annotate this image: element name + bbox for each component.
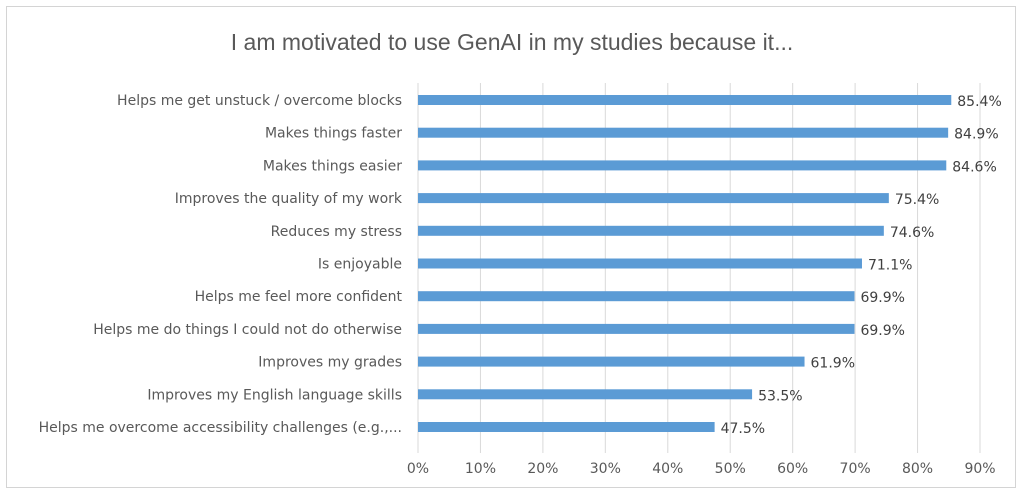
chart-frame: I am motivated to use GenAI in my studie…	[6, 6, 1016, 488]
category-label: Makes things faster	[265, 126, 402, 142]
data-label: 47.5%	[721, 421, 765, 437]
x-tick-label: 50%	[715, 461, 746, 477]
bar	[418, 127, 949, 138]
x-tick-label: 40%	[652, 461, 683, 477]
data-label: 53.5%	[758, 388, 802, 404]
x-tick-label: 80%	[902, 461, 933, 477]
chart-title: I am motivated to use GenAI in my studie…	[231, 29, 794, 55]
bar	[418, 225, 884, 236]
data-label: 71.1%	[868, 258, 912, 274]
x-tick-label: 60%	[777, 461, 808, 477]
x-tick-label: 90%	[964, 461, 995, 477]
x-tick-label: 70%	[840, 461, 871, 477]
data-labels: 85.4% 84.9% 84.6% 75.4% 74.6% 71.1% 69.9% 69.9%…	[721, 94, 1002, 437]
data-label: 69.9%	[860, 323, 904, 339]
data-label: 84.6%	[952, 159, 996, 175]
data-label: 85.4%	[957, 94, 1001, 110]
category-label: Improves my English language skills	[147, 387, 402, 403]
bar	[418, 422, 715, 432]
category-label: Helps me feel more confident	[195, 289, 403, 305]
data-label: 74.6%	[890, 225, 934, 241]
category-label: Makes things easier	[263, 158, 402, 174]
bar	[418, 291, 855, 302]
data-label: 75.4%	[895, 192, 939, 208]
category-labels: Helps me get unstuck / overcome blocks Ma…	[39, 93, 403, 436]
category-label: Is enjoyable	[318, 257, 402, 273]
x-tick-label: 0%	[407, 461, 429, 477]
bar-chart: I am motivated to use GenAI in my studie…	[39, 29, 1002, 477]
bar	[418, 193, 889, 204]
data-label: 61.9%	[811, 356, 855, 372]
x-tick-label: 20%	[527, 461, 558, 477]
bar	[418, 258, 862, 269]
category-label: Improves my grades	[258, 355, 402, 371]
data-label: 84.9%	[954, 127, 998, 143]
x-tick-label: 30%	[590, 461, 621, 477]
bar	[418, 323, 855, 334]
category-label: Helps me do things I could not do otherw…	[93, 322, 402, 338]
category-label: Helps me get unstuck / overcome blocks	[117, 93, 402, 109]
bar	[418, 389, 753, 400]
bar	[418, 160, 947, 171]
x-axis-tick-labels: 0% 10% 20% 30% 40% 50% 60% 70% 80% 90%	[407, 461, 996, 477]
x-tick-label: 10%	[465, 461, 496, 477]
category-label: Helps me overcome accessibility challeng…	[39, 420, 402, 436]
bar	[418, 95, 952, 105]
bar	[418, 356, 805, 367]
bars	[418, 95, 952, 432]
category-label: Reduces my stress	[271, 224, 402, 240]
category-label: Improves the quality of my work	[175, 191, 403, 207]
data-label: 69.9%	[860, 290, 904, 306]
